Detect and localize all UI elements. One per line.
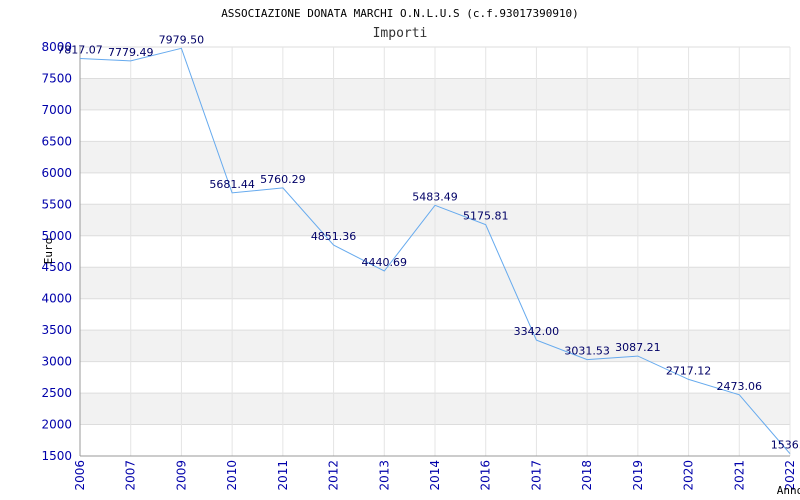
y-tick-label: 6500 [41,134,72,148]
chart-title: ASSOCIAZIONE DONATA MARCHI O.N.L.U.S (c.… [221,7,579,20]
x-tick-label: 2011 [276,460,290,491]
y-tick-label: 4500 [41,260,72,274]
data-label: 3342.00 [514,325,560,338]
x-tick-label: 2021 [732,460,746,491]
x-tick-label: 2019 [631,460,645,491]
x-tick-label: 2010 [225,460,239,491]
chart-subtitle: Importi [373,26,428,41]
grid-lines [79,46,791,457]
x-axis-label: Anno [777,484,800,497]
y-tick-label: 7000 [41,103,72,117]
y-tick-label: 3000 [41,355,72,369]
y-tick-label: 1500 [41,449,72,463]
y-tick-labels: 1500 2000 2500 3000 3500 4000 4500 5000 5500 6000… [41,40,72,463]
y-tick-label: 3500 [41,323,72,337]
y-tick-label: 2500 [41,386,72,400]
x-tick-label: 2016 [479,460,493,491]
data-label: 2473.06 [717,380,763,393]
data-label: 4440.69 [362,256,408,269]
data-label: 7979.50 [159,33,205,46]
data-label: 5681.44 [209,178,255,191]
x-tick-label: 2013 [377,460,391,491]
x-tick-label: 2017 [529,460,543,491]
data-label: 4851.36 [311,230,357,243]
data-label: 7817.07 [57,44,103,57]
y-tick-label: 4000 [41,292,72,306]
y-axis-label: Euro [42,238,55,265]
data-label: 2717.12 [666,364,712,377]
x-tick-label: 2009 [174,460,188,491]
x-tick-label: 2022 [783,460,797,491]
y-tick-label: 5000 [41,229,72,243]
x-tick-label: 2020 [682,460,696,491]
x-tick-label: 2018 [580,460,594,491]
data-label: 5760.29 [260,173,306,186]
data-label: 3087.21 [615,341,661,354]
y-tick-label: 2000 [41,418,72,432]
y-tick-label: 8000 [41,40,72,54]
data-label: 3031.53 [564,345,610,358]
series-line [79,47,791,455]
data-labels: 7817.07 7779.49 7979.50 5681.44 5760.29 4851.… [57,33,800,451]
data-label: 1536.4 [771,439,800,452]
x-tick-label: 2012 [327,460,341,491]
x-tick-labels: 2006 2007 2009 2010 2011 2012 2013 2014 2016 2017… [73,460,797,491]
data-label: 5483.49 [412,190,458,203]
data-label: 7779.49 [108,46,154,59]
x-tick-label: 2006 [73,460,87,491]
y-tick-label: 5500 [41,197,72,211]
data-label: 5175.81 [463,210,509,223]
x-tick-label: 2014 [428,460,442,491]
x-tick-label: 2007 [124,460,138,491]
y-tick-label: 7500 [41,71,72,85]
y-tick-label: 6000 [41,166,72,180]
